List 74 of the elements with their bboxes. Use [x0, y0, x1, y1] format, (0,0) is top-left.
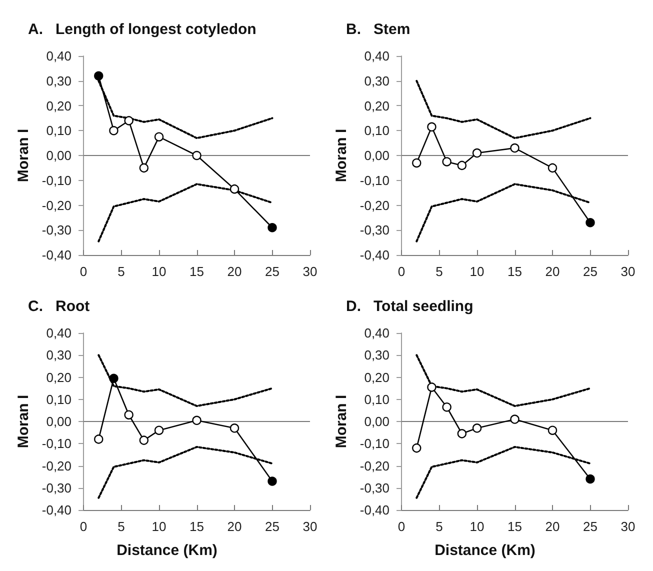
chart-title: A. Length of longest cotyledon: [28, 21, 256, 38]
y-tick-label: 0,00: [364, 414, 390, 429]
x-tick-label: 0: [80, 519, 88, 534]
y-tick-label: 0,20: [46, 98, 72, 114]
x-tick-label: 5: [118, 519, 125, 534]
x-tick-label: 15: [508, 519, 522, 534]
y-tick-label: -0,30: [360, 222, 390, 238]
y-tick-label: 0,00: [364, 148, 390, 163]
x-tick-label: 0: [80, 264, 88, 279]
x-tick-label: 10: [152, 264, 166, 279]
x-tick-label: 30: [620, 519, 636, 534]
y-tick-label: -0,20: [42, 198, 72, 213]
y-tick-label: 0,00: [46, 148, 72, 163]
x-tick-label: 10: [470, 264, 484, 279]
y-tick-label: 0,30: [46, 73, 72, 88]
x-tick-label: 20: [227, 519, 242, 534]
chart-title: C. Root: [28, 298, 90, 315]
y-axis-title: Moran I: [15, 394, 32, 448]
y-tick-label: -0,40: [360, 502, 390, 518]
y-tick-label: 0,20: [46, 370, 72, 385]
y-tick-label: 0,10: [364, 392, 390, 407]
y-tick-label: 0,40: [46, 326, 72, 340]
x-axis-title: Distance (Km): [434, 542, 536, 559]
x-tick-label: 20: [545, 519, 560, 534]
y-tick-label: -0,10: [42, 172, 72, 188]
x-tick-label: 30: [302, 264, 318, 279]
x-tick-label: 25: [265, 264, 280, 279]
y-tick-label: 0,10: [46, 392, 72, 407]
x-tick-label: 5: [436, 264, 443, 279]
x-tick-label: 5: [118, 264, 125, 279]
y-axis-title: Moran I: [333, 128, 350, 182]
y-tick-label: 0,40: [46, 48, 72, 64]
x-tick-label: 30: [620, 264, 636, 279]
x-tick-label: 25: [265, 519, 280, 534]
y-tick-label: 0,30: [364, 348, 390, 363]
y-tick-label: -0,30: [42, 222, 72, 238]
y-tick-label: -0,40: [42, 502, 72, 518]
x-tick-label: 15: [190, 519, 204, 534]
y-tick-label: -0,40: [42, 248, 72, 262]
x-axis-title: Distance (Km): [116, 542, 218, 559]
y-tick-label: 0,10: [364, 123, 390, 138]
y-tick-label: 0,30: [46, 348, 72, 363]
y-tick-label: -0,10: [360, 436, 390, 452]
y-tick-label: -0,20: [360, 198, 390, 213]
x-tick-label: 15: [508, 264, 522, 279]
chart-title: B. Stem: [346, 21, 410, 38]
y-tick-label: 0,20: [364, 370, 390, 385]
x-tick-label: 20: [227, 264, 242, 279]
y-tick-label: -0,40: [360, 248, 390, 262]
y-tick-label: 0,40: [364, 48, 390, 64]
x-tick-label: 10: [152, 519, 166, 534]
x-tick-label: 30: [302, 519, 318, 534]
y-tick-label: -0,20: [360, 458, 390, 474]
y-tick-label: 0,20: [364, 98, 390, 114]
chart-title: D. Total seedling: [346, 298, 474, 315]
y-tick-label: 0,40: [364, 326, 390, 340]
x-tick-label: 5: [436, 519, 443, 534]
y-tick-label: 0,10: [46, 123, 72, 138]
y-tick-label: -0,10: [360, 172, 390, 188]
x-tick-label: 10: [470, 519, 484, 534]
y-tick-label: -0,30: [360, 480, 390, 496]
y-tick-label: -0,10: [42, 436, 72, 452]
x-tick-label: 25: [583, 519, 598, 534]
x-tick-label: 0: [398, 519, 406, 534]
y-axis-title: Moran I: [15, 128, 32, 182]
x-tick-label: 15: [190, 264, 204, 279]
x-tick-label: 0: [398, 264, 406, 279]
y-tick-label: 0,00: [46, 414, 72, 429]
x-tick-label: 25: [583, 264, 598, 279]
x-tick-label: 20: [545, 264, 560, 279]
y-tick-label: 0,30: [364, 73, 390, 88]
y-tick-label: -0,20: [42, 458, 72, 474]
y-axis-title: Moran I: [333, 394, 350, 448]
y-tick-label: -0,30: [42, 480, 72, 496]
